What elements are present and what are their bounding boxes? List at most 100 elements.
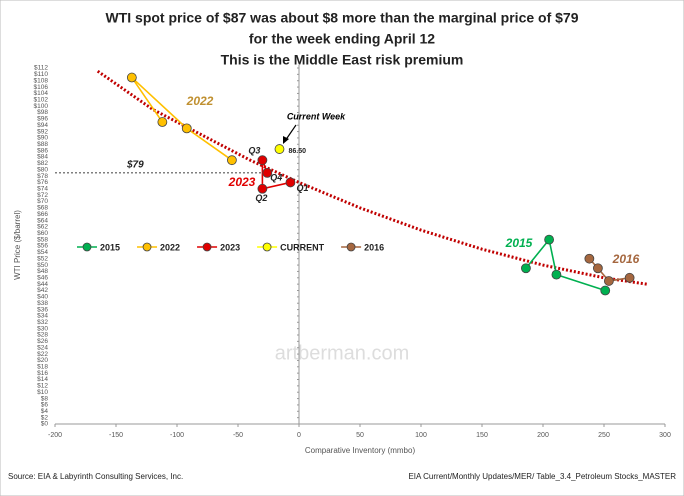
y-tick-label: $110 [34,71,48,78]
arrow-head [283,136,289,144]
file-path: EIA Current/Monthly Updates/MER/ Table_3… [408,472,676,481]
y-tick-label: $38 [37,300,48,307]
y-tick-label: $10 [37,389,48,396]
y-tick-label: $14 [37,376,48,383]
title-line: This is the Middle East risk premium [221,52,464,68]
y-tick-label: $24 [37,344,48,351]
point-label: Q4 [270,172,282,182]
watermark: artberman.com [275,342,410,364]
y-tick-label: $90 [37,135,48,142]
legend-label: 2016 [364,242,384,252]
series-line [261,159,291,190]
y-tick-label: $82 [37,160,48,167]
y-tick-label: $78 [37,173,48,180]
x-axis-label: Comparative Inventory (mmbo) [305,446,416,455]
y-tick-label: $56 [37,243,48,250]
y-tick-label: $16 [37,370,48,377]
x-tick-label: -150 [109,432,123,439]
y-tick-label: $96 [37,116,48,123]
y-tick-label: $72 [37,192,48,199]
y-tick-label: $8 [41,395,49,402]
point-label: Q1 [296,183,308,193]
x-tick-label: -100 [170,432,184,439]
data-point [603,276,614,286]
data-point [157,117,168,127]
x-tick-label: 50 [356,432,364,439]
y-tick-label: $108 [34,77,49,84]
y-tick-label: $4 [41,408,49,415]
data-point [521,263,531,274]
data-point [181,123,192,134]
y-tick-label: $12 [37,383,48,390]
y-tick-label: $28 [37,332,48,339]
data-point [544,234,554,245]
x-tick-label: 100 [415,432,427,439]
legend-label: 2015 [100,242,120,252]
y-tick-label: $86 [37,147,48,154]
legend-label: 2023 [220,242,240,252]
y-tick-label: $52 [37,255,48,262]
y-tick-label: $68 [37,205,48,212]
y-tick-label: $32 [37,319,48,326]
y-tick-label: $88 [37,141,48,148]
y-tick-label: $40 [37,294,48,301]
trendline [96,69,647,286]
y-tick-label: $22 [37,351,48,358]
title-line: for the week ending April 12 [249,31,435,47]
y-tick-label: $66 [37,211,48,218]
x-tick-label: 200 [537,432,549,439]
y-tick-label: $74 [37,186,48,193]
legend-label: CURRENT [280,242,325,252]
x-tick-label: 250 [598,432,610,439]
data-point [257,155,268,166]
source: Source: EIA & Labyrinth Consulting Servi… [8,472,183,481]
y-tick-label: $18 [37,364,48,371]
legend-label: 2022 [160,242,180,252]
data-point [274,144,285,154]
y-tick-label: $104 [34,90,49,97]
y-tick-label: $60 [37,230,48,237]
x-tick-label: 0 [297,432,301,439]
annotation: Current Week [287,111,346,121]
y-tick-label: $100 [34,103,49,110]
y-tick-label: $98 [37,109,48,116]
annotation: 2023 [228,175,256,189]
y-tick-label: $2 [41,414,49,421]
legend-marker [82,242,92,252]
point-label: Q2 [255,193,267,203]
y-tick-label: $76 [37,179,48,186]
legend-marker [346,242,356,252]
data-point [551,269,562,280]
y-tick-label: $0 [41,421,49,428]
y-tick-label: $6 [41,402,49,409]
y-tick-label: $102 [34,97,49,104]
data-point [262,167,273,178]
y-tick-label: $30 [37,325,48,332]
reference-label: $79 [126,160,144,171]
title-line: WTI spot price of $87 was about $8 more … [105,10,578,26]
legend-marker [262,242,272,252]
y-tick-label: $64 [37,217,48,224]
y-tick-label: $106 [34,84,49,91]
data-point [285,177,296,188]
legend-marker [142,242,152,252]
data-point [126,72,137,83]
y-tick-label: $36 [37,306,48,313]
data-point [624,272,635,283]
x-tick-label: -50 [233,432,243,439]
x-tick-label: 300 [659,432,671,439]
y-tick-label: $26 [37,338,48,345]
series-line [131,76,233,161]
point-label: Q3 [248,146,260,156]
y-tick-label: $48 [37,268,48,275]
y-tick-label: $84 [37,154,48,161]
data-point [226,155,237,166]
y-tick-label: $34 [37,313,48,320]
y-tick-label: $58 [37,236,48,243]
x-tick-label: -200 [48,432,62,439]
y-axis-label: WTI Price ($/barrel) [13,210,22,280]
data-point [600,285,611,296]
legend-marker [202,242,212,252]
data-point [593,263,603,274]
